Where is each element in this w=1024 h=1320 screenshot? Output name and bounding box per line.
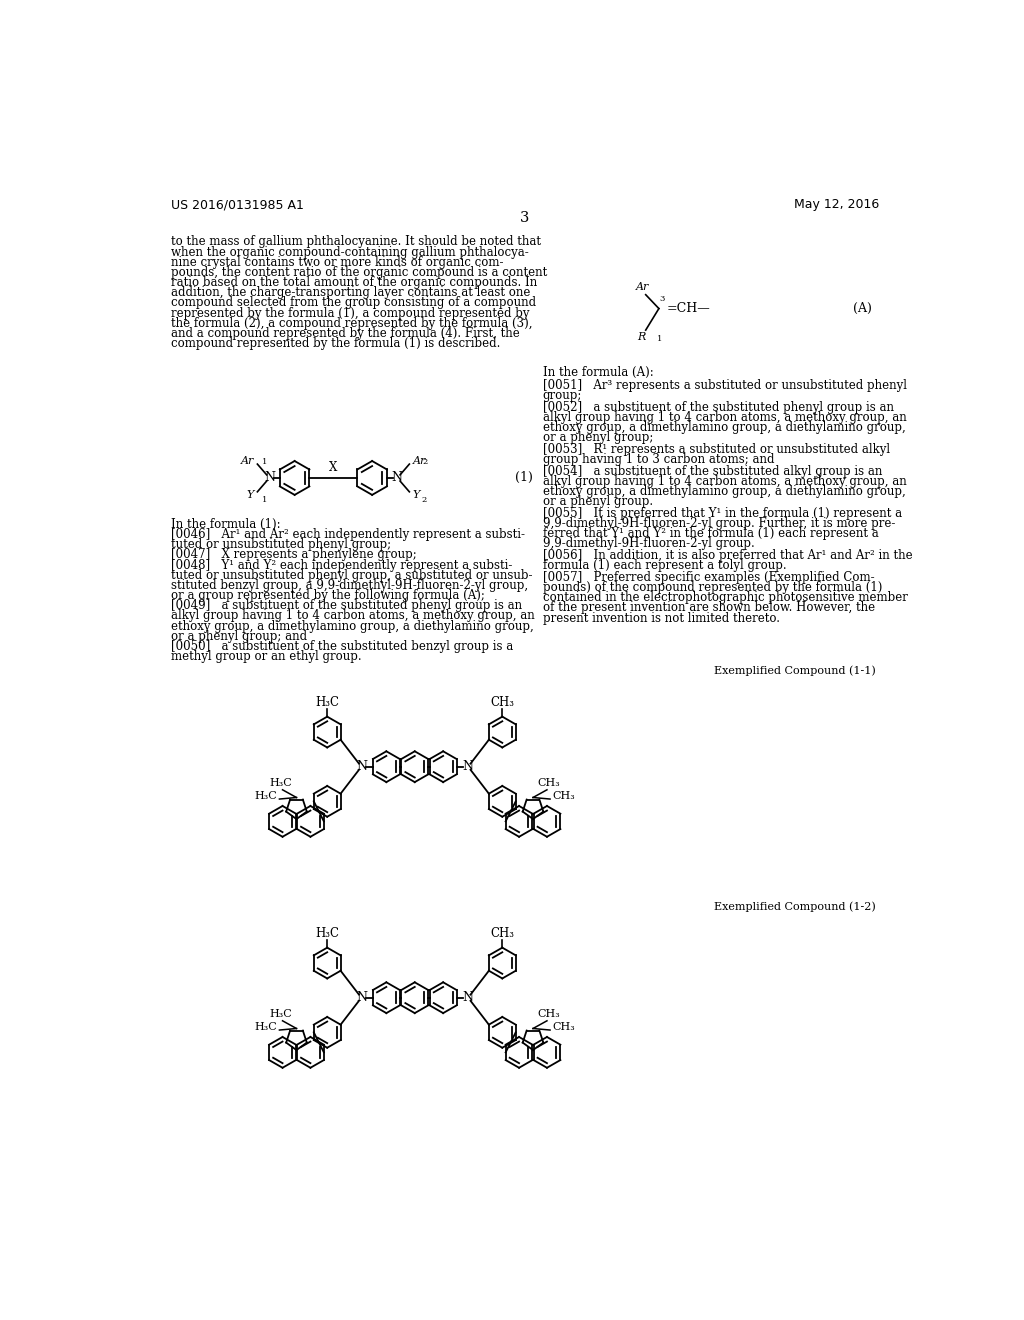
Text: ratio based on the total amount of the organic compounds. In: ratio based on the total amount of the o… [171,276,537,289]
Text: In the formula (1):: In the formula (1): [171,517,281,531]
Text: [0057]   Preferred specific examples (Exemplified Com-: [0057] Preferred specific examples (Exem… [543,572,874,583]
Text: ethoxy group, a dimethylamino group, a diethylamino group,: ethoxy group, a dimethylamino group, a d… [543,421,905,434]
Text: 9,9-dimethyl-9H-fluoren-2-yl group.: 9,9-dimethyl-9H-fluoren-2-yl group. [543,537,755,550]
Text: H₃C: H₃C [270,779,293,788]
Text: stituted benzyl group, a 9,9-dimethyl-9H-fluoren-2-yl group,: stituted benzyl group, a 9,9-dimethyl-9H… [171,579,527,591]
Text: N: N [264,471,275,484]
Text: 1: 1 [262,458,267,466]
Text: [0047]   X represents a phenylene group;: [0047] X represents a phenylene group; [171,549,417,561]
Text: [0053]   R¹ represents a substituted or unsubstituted alkyl: [0053] R¹ represents a substituted or un… [543,442,890,455]
Text: (A): (A) [853,302,872,315]
Text: Y: Y [247,490,254,500]
Text: 3: 3 [520,211,529,224]
Text: N: N [462,991,473,1005]
Text: N: N [462,760,473,774]
Text: [0056]   In addition, it is also preferred that Ar¹ and Ar² in the: [0056] In addition, it is also preferred… [543,549,912,562]
Text: alkyl group having 1 to 4 carbon atoms, a methoxy group, an: alkyl group having 1 to 4 carbon atoms, … [543,411,906,424]
Text: In the formula (A):: In the formula (A): [543,367,653,379]
Text: represented by the formula (1), a compound represented by: represented by the formula (1), a compou… [171,306,529,319]
Text: alkyl group having 1 to 4 carbon atoms, a methoxy group, an: alkyl group having 1 to 4 carbon atoms, … [543,475,906,488]
Text: [0055]   It is preferred that Y¹ in the formula (1) represent a: [0055] It is preferred that Y¹ in the fo… [543,507,902,520]
Text: Y: Y [413,490,420,500]
Text: CH₃: CH₃ [490,696,514,709]
Text: [0046]   Ar¹ and Ar² each independently represent a substi-: [0046] Ar¹ and Ar² each independently re… [171,528,524,541]
Text: nine crystal contains two or more kinds of organic com-: nine crystal contains two or more kinds … [171,256,503,269]
Text: methyl group or an ethyl group.: methyl group or an ethyl group. [171,651,361,663]
Text: Ar: Ar [241,455,254,466]
Text: and a compound represented by the formula (4). First, the: and a compound represented by the formul… [171,327,519,339]
Text: Ar: Ar [413,455,426,466]
Text: =CH—: =CH— [667,302,711,315]
Text: to the mass of gallium phthalocyanine. It should be noted that: to the mass of gallium phthalocyanine. I… [171,235,541,248]
Text: May 12, 2016: May 12, 2016 [794,198,879,211]
Text: 1: 1 [262,496,267,504]
Text: [0049]   a substituent of the substituted phenyl group is an: [0049] a substituent of the substituted … [171,599,522,612]
Text: tuted or unsubstituted phenyl group, a substituted or unsub-: tuted or unsubstituted phenyl group, a s… [171,569,532,582]
Text: pounds) of the compound represented by the formula (1): pounds) of the compound represented by t… [543,581,882,594]
Text: [0051]   Ar³ represents a substituted or unsubstituted phenyl: [0051] Ar³ represents a substituted or u… [543,379,906,392]
Text: pounds, the content ratio of the organic compound is a content: pounds, the content ratio of the organic… [171,265,547,279]
Text: H₃C: H₃C [315,927,339,940]
Text: H₃C: H₃C [270,1010,293,1019]
Text: N: N [356,991,368,1005]
Text: H₃C: H₃C [254,1022,278,1032]
Text: CH₃: CH₃ [490,927,514,940]
Text: ethoxy group, a dimethylamino group, a diethylamino group,: ethoxy group, a dimethylamino group, a d… [171,619,534,632]
Text: (1): (1) [515,471,534,484]
Text: or a phenyl group;: or a phenyl group; [543,432,653,444]
Text: CH₃: CH₃ [537,1010,560,1019]
Text: present invention is not limited thereto.: present invention is not limited thereto… [543,611,779,624]
Text: alkyl group having 1 to 4 carbon atoms, a methoxy group, an: alkyl group having 1 to 4 carbon atoms, … [171,610,535,623]
Text: 9,9-dimethyl-9H-fluoren-2-yl group. Further, it is more pre-: 9,9-dimethyl-9H-fluoren-2-yl group. Furt… [543,517,895,531]
Text: when the organic compound-containing gallium phthalocya-: when the organic compound-containing gal… [171,246,528,259]
Text: R: R [637,331,646,342]
Text: Exemplified Compound (1-2): Exemplified Compound (1-2) [714,902,876,912]
Text: Exemplified Compound (1-1): Exemplified Compound (1-1) [714,665,876,676]
Text: 2: 2 [422,496,427,504]
Text: [0048]   Y¹ and Y² each independently represent a substi-: [0048] Y¹ and Y² each independently repr… [171,558,512,572]
Text: ethoxy group, a dimethylamino group, a diethylamino group,: ethoxy group, a dimethylamino group, a d… [543,484,905,498]
Text: CH₃: CH₃ [537,779,560,788]
Text: H₃C: H₃C [315,696,339,709]
Text: addition, the charge-transporting layer contains at least one: addition, the charge-transporting layer … [171,286,530,300]
Text: of the present invention are shown below. However, the: of the present invention are shown below… [543,602,874,614]
Text: 1: 1 [656,335,662,343]
Text: tuted or unsubstituted phenyl group;: tuted or unsubstituted phenyl group; [171,539,391,552]
Text: N: N [391,471,402,484]
Text: contained in the electrophotographic photosensitive member: contained in the electrophotographic pho… [543,591,907,605]
Text: CH₃: CH₃ [552,1022,575,1032]
Text: CH₃: CH₃ [552,791,575,801]
Text: [0052]   a substituent of the substituted phenyl group is an: [0052] a substituent of the substituted … [543,401,894,413]
Text: H₃C: H₃C [254,791,278,801]
Text: or a group represented by the following formula (A);: or a group represented by the following … [171,589,484,602]
Text: 3: 3 [659,294,665,302]
Text: X: X [329,461,338,474]
Text: or a phenyl group.: or a phenyl group. [543,495,652,508]
Text: compound represented by the formula (1) is described.: compound represented by the formula (1) … [171,337,500,350]
Text: formula (1) each represent a tolyl group.: formula (1) each represent a tolyl group… [543,560,786,573]
Text: group having 1 to 3 carbon atoms; and: group having 1 to 3 carbon atoms; and [543,453,774,466]
Text: group;: group; [543,389,582,401]
Text: [0050]   a substituent of the substituted benzyl group is a: [0050] a substituent of the substituted … [171,640,513,653]
Text: US 2016/0131985 A1: US 2016/0131985 A1 [171,198,303,211]
Text: Ar: Ar [636,281,649,292]
Text: or a phenyl group; and: or a phenyl group; and [171,630,307,643]
Text: compound selected from the group consisting of a compound: compound selected from the group consist… [171,297,536,309]
Text: 2: 2 [423,458,428,466]
Text: [0054]   a substituent of the substituted alkyl group is an: [0054] a substituent of the substituted … [543,465,882,478]
Text: N: N [356,760,368,774]
Text: the formula (2), a compound represented by the formula (3),: the formula (2), a compound represented … [171,317,532,330]
Text: ferred that Y¹ and Y² in the formula (1) each represent a: ferred that Y¹ and Y² in the formula (1)… [543,527,879,540]
